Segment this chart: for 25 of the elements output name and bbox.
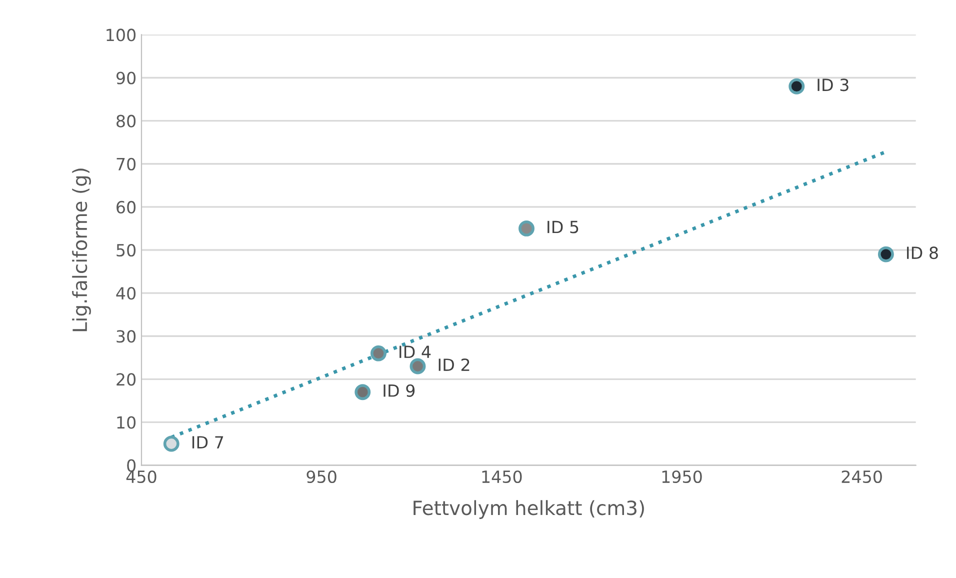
annotation: ID 9 <box>384 384 415 397</box>
x-axis-title: Fettvolym helkatt (cm3) <box>414 500 644 519</box>
y-tick-label: 30 <box>116 330 136 343</box>
y-tick-label: 10 <box>117 416 136 429</box>
y-tick-label: 70 <box>116 158 136 170</box>
annotation: ID 5 <box>548 220 578 234</box>
y-tick-label: 20 <box>116 373 136 386</box>
annotation: ID 2 <box>438 358 470 371</box>
y-tick-label: 50 <box>116 244 136 257</box>
y-tick-label: 90 <box>116 72 136 84</box>
x-tick-label: 450 <box>126 470 156 484</box>
y-tick-label: 80 <box>116 114 136 128</box>
y-axis-title: Lig.falciforme (g) <box>72 168 91 332</box>
x-tick-label: 950 <box>306 470 336 484</box>
y-tick-label: 60 <box>116 200 136 214</box>
y-tick-label: 40 <box>116 287 136 300</box>
x-tick-label: 2450 <box>842 470 882 484</box>
x-tick-label: 1950 <box>662 470 702 484</box>
y-tick-label: 0 <box>127 459 136 472</box>
annotation: ID 7 <box>192 436 224 448</box>
y-tick-label: 100 <box>106 28 136 42</box>
annotation: ID 4 <box>400 346 431 358</box>
annotation: ID 3 <box>818 78 848 92</box>
annotation: ID 8 <box>907 246 938 260</box>
x-tick-label: 1450 <box>482 470 522 484</box>
